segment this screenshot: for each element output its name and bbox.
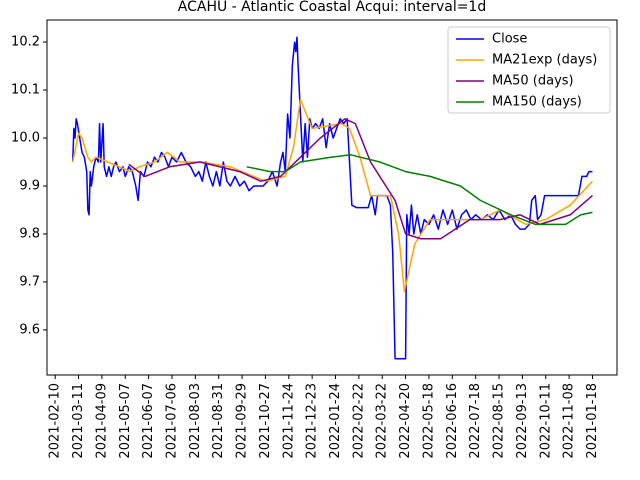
x-tick-label: 2021-04-09 — [94, 383, 109, 459]
series-line — [128, 118, 593, 240]
y-tick-label: 10.2 — [11, 35, 40, 50]
chart-title: ACAHU - Atlantic Coastal Acqui: interval… — [178, 0, 486, 15]
x-tick-label: 2022-11-08 — [562, 383, 577, 459]
x-tick-label: 2021-01-18 — [585, 383, 600, 459]
x-tick-label: 2022-06-16 — [445, 383, 460, 459]
y-tick-label: 9.8 — [19, 226, 40, 241]
x-tick-label: 2022-05-18 — [421, 383, 436, 459]
legend-label: Close — [492, 32, 527, 47]
x-tick-label: 2022-01-24 — [328, 383, 343, 459]
x-tick-label: 2021-07-06 — [164, 383, 179, 459]
x-tick-label: 2022-09-13 — [515, 383, 530, 459]
y-tick-label: 9.6 — [19, 322, 40, 337]
x-tick-label: 2021-09-29 — [235, 383, 250, 459]
y-tick-label: 9.7 — [19, 274, 40, 289]
series-line — [71, 36, 593, 360]
y-tick-label: 10.0 — [11, 131, 40, 146]
series-line — [71, 98, 594, 293]
x-tick-label: 2022-10-11 — [538, 383, 553, 459]
legend-label: MA50 (days) — [492, 74, 574, 89]
series-line — [246, 154, 593, 226]
y-tick-label: 10.1 — [11, 83, 40, 98]
legend-box — [447, 26, 611, 114]
x-tick-label: 2021-06-07 — [141, 383, 156, 459]
plot-area — [71, 36, 594, 360]
legend-label: MA21exp (days) — [492, 53, 597, 68]
y-tick-label: 9.9 — [19, 178, 40, 193]
x-tick-label: 2022-02-22 — [351, 383, 366, 459]
x-tick-label: 2021-11-24 — [281, 383, 296, 459]
x-tick-label: 2022-07-18 — [468, 383, 483, 459]
legend-label: MA150 (days) — [492, 95, 582, 110]
x-tick-label: 2022-04-20 — [398, 383, 413, 459]
x-tick-label: 2021-05-07 — [118, 383, 133, 459]
axes-frame — [46, 19, 618, 376]
x-tick-label: 2022-08-15 — [492, 383, 507, 459]
x-tick-label: 2021-08-03 — [188, 383, 203, 459]
x-tick-label: 2021-03-11 — [71, 383, 86, 459]
x-tick-label: 2021-02-10 — [48, 383, 63, 459]
x-tick-label: 2021-12-23 — [305, 383, 320, 459]
x-tick-label: 2022-03-22 — [375, 383, 390, 459]
x-tick-label: 2021-10-27 — [258, 383, 273, 459]
x-tick-label: 2021-08-31 — [211, 383, 226, 459]
